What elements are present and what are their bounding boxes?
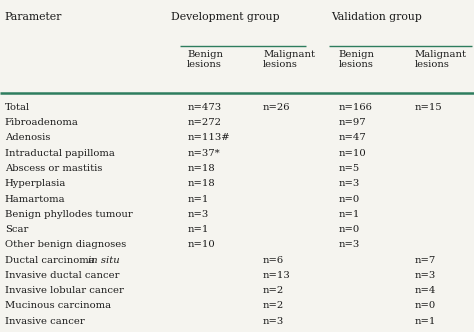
Text: n=2: n=2: [263, 301, 284, 310]
Text: Invasive ductal cancer: Invasive ductal cancer: [5, 271, 119, 280]
Text: Adenosis: Adenosis: [5, 133, 50, 142]
Text: Development group: Development group: [171, 12, 280, 22]
Text: n=47: n=47: [339, 133, 367, 142]
Text: n=0: n=0: [339, 225, 360, 234]
Text: n=1: n=1: [187, 195, 209, 204]
Text: Hamartoma: Hamartoma: [5, 195, 65, 204]
Text: n=26: n=26: [263, 103, 291, 112]
Text: n=473: n=473: [187, 103, 221, 112]
Text: Malignant
lesions: Malignant lesions: [263, 50, 315, 69]
Text: Intraductal papilloma: Intraductal papilloma: [5, 149, 115, 158]
Text: n=3: n=3: [339, 179, 360, 188]
Text: Invasive lobular cancer: Invasive lobular cancer: [5, 286, 124, 295]
Text: n=3: n=3: [415, 271, 436, 280]
Text: n=15: n=15: [415, 103, 443, 112]
Text: n=272: n=272: [187, 118, 221, 127]
Text: Benign
lesions: Benign lesions: [187, 50, 223, 69]
Text: n=113#: n=113#: [187, 133, 230, 142]
Text: n=6: n=6: [263, 256, 284, 265]
Text: Mucinous carcinoma: Mucinous carcinoma: [5, 301, 111, 310]
Text: n=3: n=3: [187, 210, 209, 219]
Text: n=1: n=1: [415, 317, 436, 326]
Text: n=37*: n=37*: [187, 149, 220, 158]
Text: n=18: n=18: [187, 164, 215, 173]
Text: Hyperplasia: Hyperplasia: [5, 179, 66, 188]
Text: n=1: n=1: [187, 225, 209, 234]
Text: Validation group: Validation group: [331, 12, 422, 22]
Text: n=3: n=3: [263, 317, 284, 326]
Text: n=97: n=97: [339, 118, 366, 127]
Text: Benign phyllodes tumour: Benign phyllodes tumour: [5, 210, 133, 219]
Text: Malignant
lesions: Malignant lesions: [415, 50, 467, 69]
Text: n=2: n=2: [263, 286, 284, 295]
Text: n=4: n=4: [415, 286, 436, 295]
Text: Scar: Scar: [5, 225, 28, 234]
Text: n=166: n=166: [339, 103, 373, 112]
Text: n=3: n=3: [339, 240, 360, 249]
Text: Fibroadenoma: Fibroadenoma: [5, 118, 79, 127]
Text: n=10: n=10: [187, 240, 215, 249]
Text: Invasive cancer: Invasive cancer: [5, 317, 84, 326]
Text: n=7: n=7: [415, 256, 436, 265]
Text: Total: Total: [5, 103, 30, 112]
Text: n=18: n=18: [187, 179, 215, 188]
Text: Ductal carcinoma: Ductal carcinoma: [5, 256, 98, 265]
Text: n=1: n=1: [339, 210, 360, 219]
Text: Abscess or mastitis: Abscess or mastitis: [5, 164, 102, 173]
Text: in situ: in situ: [88, 256, 119, 265]
Text: n=10: n=10: [339, 149, 367, 158]
Text: Benign
lesions: Benign lesions: [339, 50, 375, 69]
Text: n=13: n=13: [263, 271, 291, 280]
Text: Other benign diagnoses: Other benign diagnoses: [5, 240, 126, 249]
Text: n=0: n=0: [415, 301, 436, 310]
Text: n=5: n=5: [339, 164, 360, 173]
Text: n=0: n=0: [339, 195, 360, 204]
Text: Parameter: Parameter: [5, 12, 62, 22]
